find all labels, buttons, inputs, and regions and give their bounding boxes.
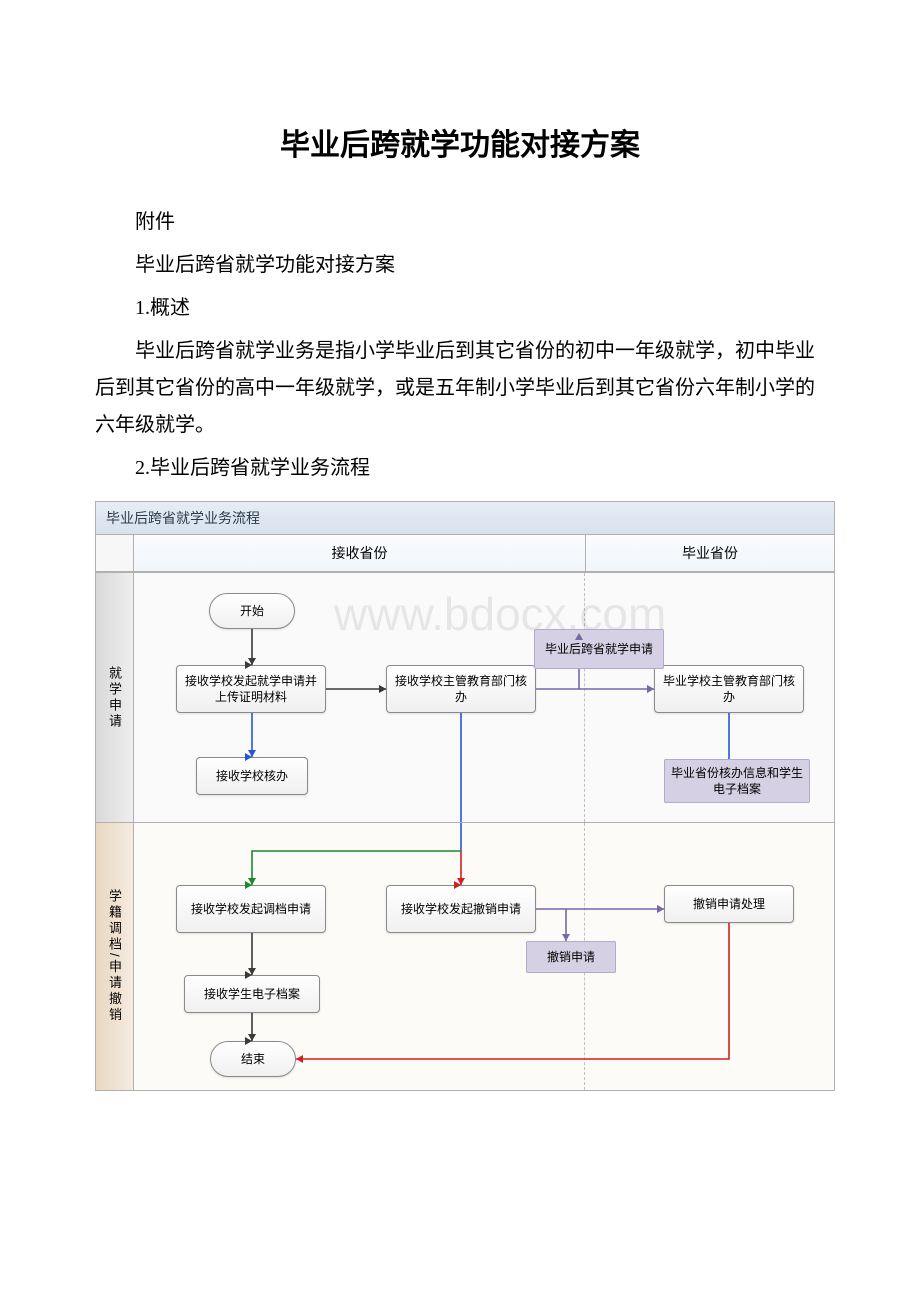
swimlane-canvas: 接收学校发起调档申请 接收学校发起撤销申请 撤销申请处理撤销申请接收学生电子档案结束 xyxy=(134,823,834,1090)
flow-node-end: 结束 xyxy=(210,1041,296,1077)
flow-node-tag_cancel: 撤销申请 xyxy=(526,941,616,973)
flow-node-tag_file: 毕业省份核办信息和学生电子档案 xyxy=(664,759,810,803)
flow-node-cancel_do: 撤销申请处理 xyxy=(664,885,794,923)
attachment-label: 附件 xyxy=(95,204,825,241)
flowchart: 毕业后跨省就学业务流程 接收省份 毕业省份 就学申请www.bdocx.com开… xyxy=(95,501,835,1091)
section-1-body: 毕业后跨省就学业务是指小学毕业后到其它省份的初中一年级就学，初中毕业后到其它省份… xyxy=(95,333,825,444)
page-title: 毕业后跨就学功能对接方案 xyxy=(95,120,825,164)
swimlane-canvas: www.bdocx.com开始接收学校发起就学申请并上传证明材料接收学校主管教育… xyxy=(134,573,834,822)
col-header-graduating: 毕业省份 xyxy=(585,535,834,571)
flowchart-column-headers: 接收省份 毕业省份 xyxy=(96,535,834,572)
flow-node-grad_dept: 毕业学校主管教育部门核办 xyxy=(654,665,804,713)
section-2-heading: 2.毕业后跨省就学业务流程 xyxy=(95,450,825,487)
flow-node-apply_upl: 接收学校发起就学申请并上传证明材料 xyxy=(176,665,326,713)
flow-node-recv_file: 接收学生电子档案 xyxy=(184,975,320,1013)
col-header-receiving: 接收省份 xyxy=(134,535,585,571)
swimlane-xfer: 学籍调档/申请撤销接收学校发起调档申请接收学校发起撤销申请撤销申请处理撤销申请接… xyxy=(96,822,834,1090)
flow-node-xfer_req: 接收学校发起调档申请 xyxy=(176,885,326,933)
swimlane-label: 就学申请 xyxy=(96,573,134,822)
subtitle: 毕业后跨省就学功能对接方案 xyxy=(95,247,825,284)
flow-node-recv_appr: 接收学校核办 xyxy=(196,757,308,795)
section-1-heading: 1.概述 xyxy=(95,290,825,327)
flow-node-cancel_req: 接收学校发起撤销申请 xyxy=(386,885,536,933)
flowchart-body: 就学申请www.bdocx.com开始接收学校发起就学申请并上传证明材料接收学校… xyxy=(96,572,834,1090)
flow-node-start: 开始 xyxy=(209,593,295,629)
flow-node-tag_req: 毕业后跨省就学申请 xyxy=(534,629,664,669)
swimlane-label: 学籍调档/申请撤销 xyxy=(96,823,134,1090)
flowchart-title: 毕业后跨省就学业务流程 xyxy=(96,502,834,535)
flow-node-recv_dept: 接收学校主管教育部门核办 xyxy=(386,665,536,713)
swimlane-apply: 就学申请www.bdocx.com开始接收学校发起就学申请并上传证明材料接收学校… xyxy=(96,572,834,822)
